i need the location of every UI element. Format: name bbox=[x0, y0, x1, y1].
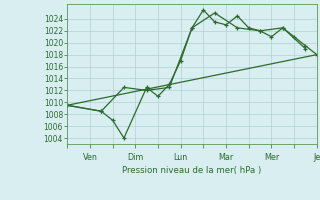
X-axis label: Pression niveau de la mer( hPa ): Pression niveau de la mer( hPa ) bbox=[122, 166, 262, 175]
